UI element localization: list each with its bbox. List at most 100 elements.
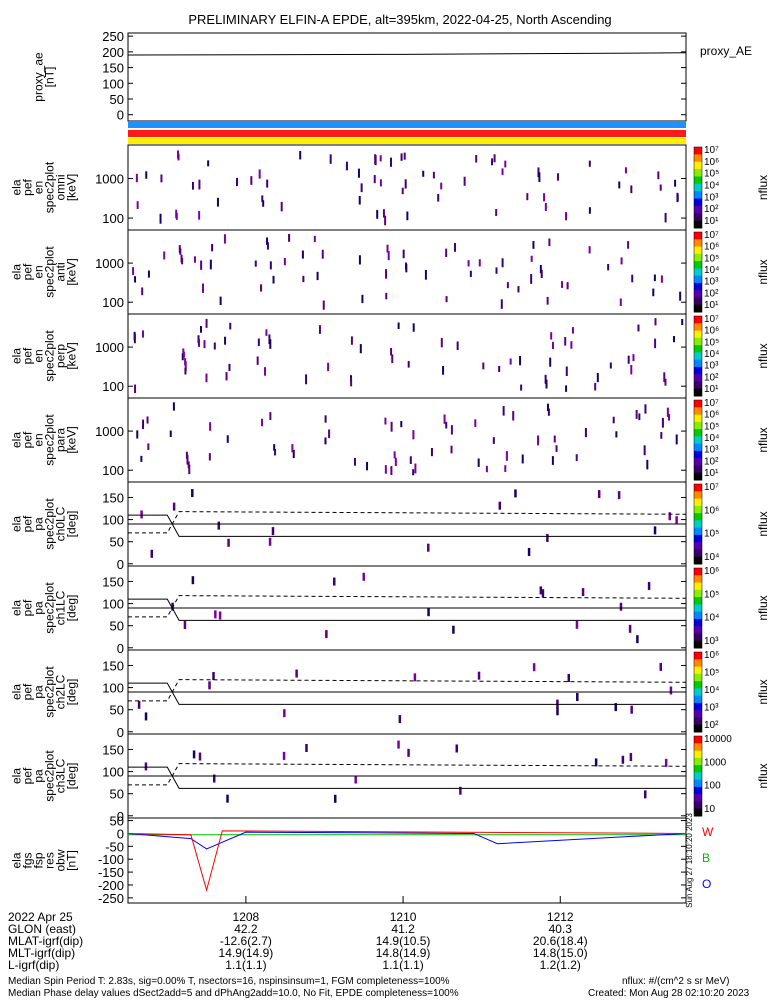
spectrogram-pixel <box>292 449 295 459</box>
spectrogram-pixel <box>181 353 184 361</box>
spectrogram-pixel <box>620 257 623 265</box>
spectrogram-pixel <box>269 339 272 349</box>
spectrogram-pixel <box>501 168 504 176</box>
colorbar-segment <box>694 710 702 718</box>
y-axis-label-line: spec2plot <box>43 582 57 634</box>
colorbar-tick-label: 10⁶ <box>704 157 719 168</box>
spectrogram-pixel <box>588 160 591 167</box>
colorbar-segment <box>694 183 702 192</box>
colorbar-segment <box>694 297 702 306</box>
colorbar-segment <box>694 597 702 605</box>
spectrogram-pixel <box>546 403 549 412</box>
spectrogram-pixel <box>266 237 269 245</box>
y-tick-label: 0 <box>117 725 124 740</box>
colorbar-segment <box>694 604 702 613</box>
series-label: proxy_AE <box>700 44 752 58</box>
spectrogram-pixel <box>571 327 574 334</box>
spectrogram-pixel <box>609 362 612 369</box>
spectrogram-pixel <box>362 572 366 581</box>
spectrogram-pixel <box>208 453 211 461</box>
spectrogram-pixel <box>594 758 598 767</box>
spectrogram-pixel <box>188 464 191 475</box>
spectrogram-pixel <box>299 151 302 160</box>
colorbar-tick-label: 1000 <box>704 757 727 768</box>
colorbar-segment <box>694 779 702 788</box>
spectrogram-pixel <box>619 298 622 306</box>
spectrogram-pixel <box>546 533 549 542</box>
spectrogram-pixel <box>390 421 393 432</box>
spectrogram-pixel <box>547 408 550 416</box>
colorbar-segment <box>694 253 702 262</box>
y-axis-label-line: [keV] <box>65 258 79 285</box>
spectrogram-pixel <box>354 775 357 784</box>
y-tick-label: 0 <box>117 557 124 572</box>
spectrogram-pixel <box>412 323 415 332</box>
spectrogram-pixel <box>321 249 324 259</box>
spectrogram-pixel <box>519 355 522 366</box>
y-tick-label: 100 <box>102 76 124 91</box>
spectrogram-pixel <box>557 173 560 181</box>
footer-units: nflux: #/(cm^2 s sr MeV) <box>622 976 730 987</box>
colorbar-unit-label: nflux <box>756 427 770 452</box>
colorbar-tick-label: 10⁴ <box>704 552 719 563</box>
spectrogram-pixel <box>455 744 459 753</box>
colorbar-segment <box>694 527 702 536</box>
spectrogram-pixel <box>228 363 231 372</box>
colorbar-unit-label: nflux <box>756 175 770 200</box>
colorbar-tick-label: 10³ <box>704 277 719 288</box>
colorbar-tick-label: 10⁴ <box>704 613 719 624</box>
spectrogram-pixel <box>250 176 253 185</box>
spectrogram-pixel <box>521 454 524 464</box>
spectrogram-pixel <box>376 209 379 219</box>
spectrogram-pixel <box>219 296 222 306</box>
spectrogram-pixel <box>236 177 239 187</box>
spectrogram-pixel <box>137 700 141 709</box>
spectrogram-pixel <box>504 465 507 472</box>
spectrogram-pixel <box>268 537 272 546</box>
spectrogram-pixel <box>412 430 415 440</box>
spectrogram-pixel <box>203 340 206 349</box>
spectrogram-pixel <box>172 402 175 411</box>
spectrogram-pixel <box>333 794 337 803</box>
spectrogram-pixel <box>405 264 408 273</box>
y-tick-label: 0 <box>117 641 124 656</box>
spectrogram-pixel <box>136 201 139 209</box>
colorbar-segment <box>694 808 702 817</box>
colorbar-segment <box>694 666 702 675</box>
spectrogram-pixel <box>675 434 678 445</box>
spectrogram-pixel <box>328 429 331 439</box>
spectrogram-pixel <box>619 602 623 611</box>
spectrogram-pixel <box>390 466 393 476</box>
spectrogram-pixel <box>179 248 182 255</box>
colorbar-segment <box>694 213 702 222</box>
anti-loss-cone-line <box>128 679 687 702</box>
spectrogram-pixel <box>384 417 387 425</box>
panel-spec_anti: 1000100elapefenspec2plotanti[keV]10⁷10⁶1… <box>10 229 770 315</box>
spectrogram-pixel <box>142 419 145 430</box>
spectrogram-pixel <box>414 463 417 474</box>
spectrogram-pixel <box>406 211 409 221</box>
y-axis-label-line: [keV] <box>65 174 79 201</box>
colorbar-frame <box>693 483 703 565</box>
spectrogram-pixel <box>502 406 505 416</box>
spectrogram-pixel <box>193 256 196 263</box>
spectrogram-pixel <box>450 425 453 435</box>
colorbar-unit-label: nflux <box>756 259 770 284</box>
spectrogram-pixel <box>675 516 678 525</box>
panels-group: 250200150100500proxy_ae[nT]proxy_AE10001… <box>10 29 771 908</box>
spectrogram-pixel <box>654 338 657 349</box>
spectrogram-pixel <box>463 176 466 186</box>
footer-line-1: Median Spin Period T: 2.83s, sig=0.00% T… <box>8 976 450 987</box>
spectrogram-pixel <box>269 412 272 421</box>
colorbar-frame <box>693 651 703 733</box>
spectrogram-pixel <box>659 184 662 191</box>
colorbar-tick-label: 10³ <box>704 192 719 203</box>
spectrogram-pixel <box>643 445 646 456</box>
colorbar-segment <box>694 484 702 492</box>
spectrogram-pixel <box>359 344 362 354</box>
colorbar-tick-label: 10⁴ <box>704 685 719 696</box>
colorbar-segment <box>694 633 702 642</box>
spectrogram-pixel <box>389 157 392 167</box>
spectrogram-pixel <box>385 292 388 300</box>
fgs-series-fgs_o <box>127 831 687 850</box>
